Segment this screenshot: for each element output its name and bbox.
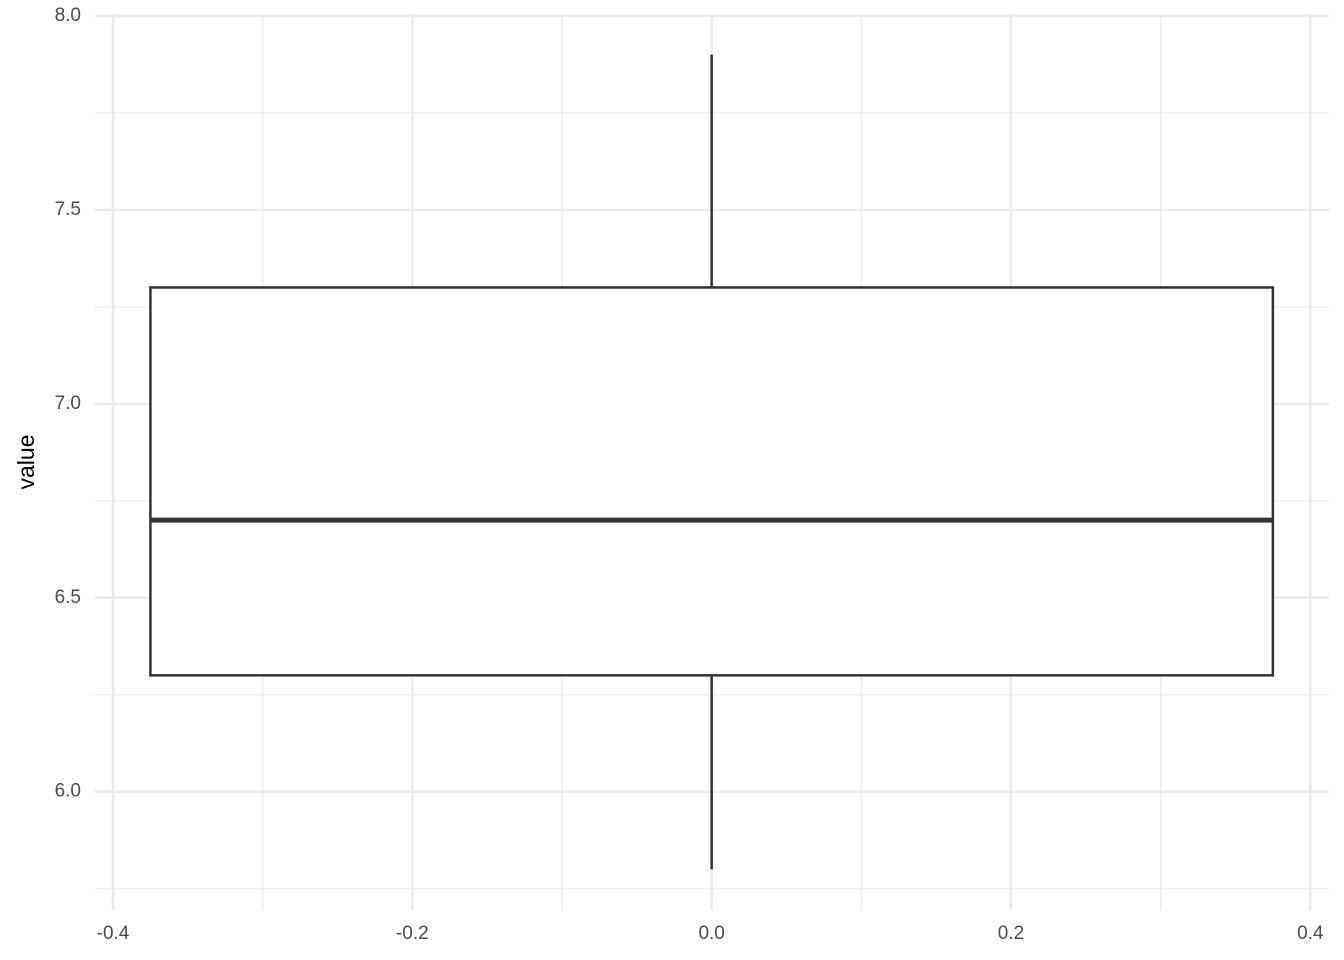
y-tick-label: 6.0 — [55, 781, 81, 802]
y-tick-label: 6.5 — [55, 587, 81, 608]
x-tick-label: 0.0 — [698, 923, 724, 944]
x-tick-label: -0.4 — [97, 923, 130, 944]
box — [149, 286, 1275, 677]
x-tick-label: 0.4 — [1297, 923, 1324, 944]
x-tick-label: 0.2 — [998, 923, 1024, 944]
y-tick-label: 8.0 — [55, 5, 81, 26]
y-tick-label: 7.5 — [55, 199, 81, 220]
y-axis-title: value — [13, 435, 39, 490]
x-tick-label: -0.2 — [396, 923, 429, 944]
y-tick-label: 7.0 — [55, 393, 81, 414]
